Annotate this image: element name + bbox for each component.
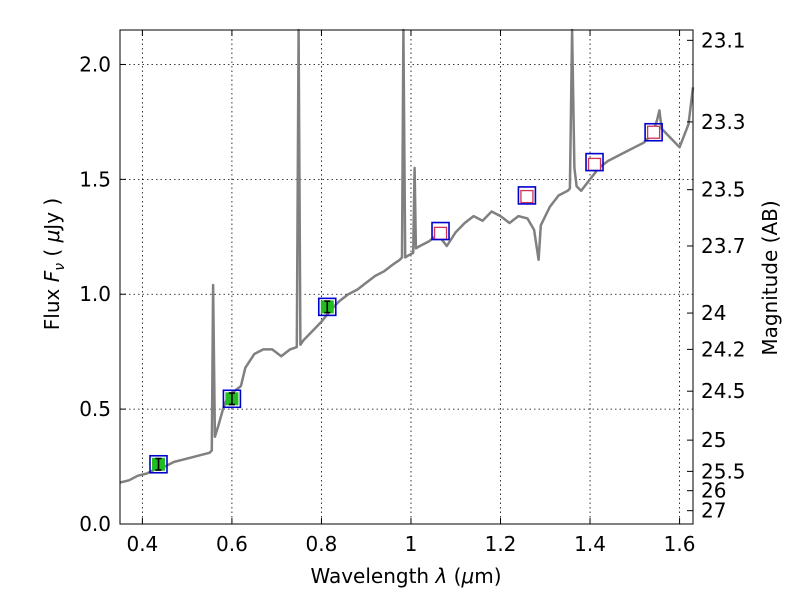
y2-axis-label: Magnitude (AB) bbox=[758, 200, 782, 355]
y-tick-label: 1.0 bbox=[79, 282, 111, 306]
y2-tick-label: 24.2 bbox=[701, 337, 746, 361]
y2-tick-label: 24.5 bbox=[701, 379, 746, 403]
y2-tick-label: 23.7 bbox=[701, 234, 746, 258]
y2-tick-label: 25.5 bbox=[701, 459, 746, 483]
spectrum-series bbox=[119, 28, 695, 484]
model-marker bbox=[149, 454, 168, 474]
model-marker bbox=[517, 186, 537, 205]
upper-limit-marker bbox=[646, 125, 661, 139]
x-tick-label: 1.6 bbox=[664, 532, 696, 556]
y2-tick-label: 23.3 bbox=[701, 110, 746, 134]
model-marker bbox=[431, 221, 450, 241]
upper-limit-marker bbox=[520, 189, 534, 204]
y-tick-label: 0.5 bbox=[79, 397, 111, 421]
spectrum-line bbox=[119, 28, 695, 484]
model-marker bbox=[317, 297, 337, 317]
photometry-markers bbox=[149, 122, 663, 474]
x-tick-label: 0.8 bbox=[306, 532, 338, 556]
y-axis-label: Flux Fν ( μJy ) bbox=[40, 198, 68, 330]
plot-frame bbox=[119, 29, 694, 525]
x-tick-label: 1.4 bbox=[574, 532, 606, 556]
upper-limit-marker bbox=[433, 226, 448, 240]
model-marker bbox=[585, 152, 604, 172]
x-axis-label: Wavelength λ (μm) bbox=[310, 564, 501, 588]
y-tick-label: 2.0 bbox=[79, 52, 111, 76]
x-tick-label: 0.4 bbox=[126, 532, 158, 556]
x-tick-label: 1 bbox=[405, 532, 418, 556]
y2-tick-label: 24 bbox=[701, 301, 726, 325]
model-marker bbox=[222, 389, 242, 409]
upper-limit-marker bbox=[587, 157, 602, 172]
y2-tick-label: 25 bbox=[701, 428, 726, 452]
x-tick-label: 1.2 bbox=[485, 532, 517, 556]
axis-ticks: 0.4 0.6 0.8 1 1.2 1.4 1.6 0.0 0.5 1.0 1.5 2.0 23.1 23… bbox=[79, 28, 745, 556]
y2-tick-label: 23.1 bbox=[701, 28, 746, 52]
y2-tick-label: 26 bbox=[701, 479, 726, 503]
x-tick-label: 0.6 bbox=[216, 532, 248, 556]
model-marker bbox=[644, 122, 663, 142]
y2-tick-label: 23.5 bbox=[701, 178, 746, 202]
y2-tick-label: 27 bbox=[701, 499, 726, 523]
y-tick-label: 0.0 bbox=[79, 512, 111, 536]
y-tick-label: 1.5 bbox=[79, 167, 111, 191]
